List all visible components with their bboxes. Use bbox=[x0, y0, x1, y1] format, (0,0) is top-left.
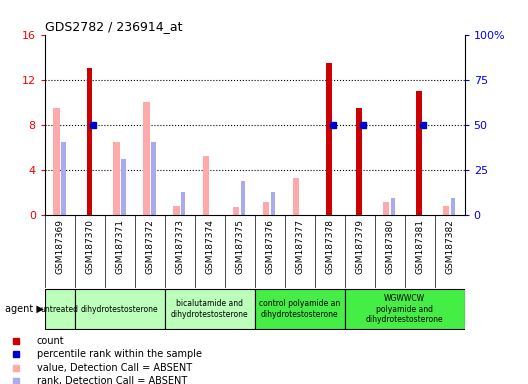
Bar bbox=[241, 181, 246, 215]
Bar bbox=[451, 198, 455, 215]
Text: GSM187380: GSM187380 bbox=[385, 219, 394, 274]
Bar bbox=[203, 156, 210, 215]
Text: GDS2782 / 236914_at: GDS2782 / 236914_at bbox=[45, 20, 182, 33]
Text: value, Detection Call = ABSENT: value, Detection Call = ABSENT bbox=[37, 363, 192, 373]
Text: rank, Detection Call = ABSENT: rank, Detection Call = ABSENT bbox=[37, 376, 187, 384]
Text: GSM187369: GSM187369 bbox=[55, 219, 64, 274]
Bar bbox=[165, 289, 254, 329]
Bar bbox=[345, 289, 465, 329]
Bar bbox=[75, 289, 165, 329]
Text: GSM187372: GSM187372 bbox=[145, 219, 154, 273]
Bar bbox=[181, 192, 185, 215]
Bar bbox=[443, 206, 449, 215]
Text: control polyamide an
dihydrotestosterone: control polyamide an dihydrotestosterone bbox=[259, 300, 341, 319]
Text: bicalutamide and
dihydrotestosterone: bicalutamide and dihydrotestosterone bbox=[171, 300, 249, 319]
Bar bbox=[152, 142, 156, 215]
Text: GSM187382: GSM187382 bbox=[445, 219, 454, 273]
Bar bbox=[53, 108, 60, 215]
Bar bbox=[121, 159, 126, 215]
Bar bbox=[173, 206, 180, 215]
Bar bbox=[87, 68, 92, 215]
Text: GSM187381: GSM187381 bbox=[415, 219, 424, 274]
Bar bbox=[61, 142, 65, 215]
Bar bbox=[293, 178, 299, 215]
Text: GSM187371: GSM187371 bbox=[115, 219, 124, 274]
Text: untreated: untreated bbox=[41, 305, 79, 314]
Bar bbox=[233, 207, 240, 215]
Text: GSM187378: GSM187378 bbox=[325, 219, 334, 274]
Text: WGWWCW
polyamide and
dihydrotestosterone: WGWWCW polyamide and dihydrotestosterone bbox=[366, 294, 444, 324]
Bar bbox=[254, 289, 345, 329]
Text: dihydrotestosterone: dihydrotestosterone bbox=[81, 305, 158, 314]
Text: GSM187375: GSM187375 bbox=[235, 219, 244, 274]
Bar bbox=[143, 102, 149, 215]
Text: agent ▶: agent ▶ bbox=[5, 304, 44, 314]
Bar bbox=[356, 108, 362, 215]
Text: GSM187379: GSM187379 bbox=[355, 219, 364, 274]
Text: GSM187370: GSM187370 bbox=[86, 219, 95, 274]
Text: GSM187377: GSM187377 bbox=[295, 219, 304, 274]
Bar bbox=[391, 198, 395, 215]
Bar bbox=[113, 142, 119, 215]
Bar bbox=[383, 202, 389, 215]
Bar bbox=[326, 63, 332, 215]
Text: GSM187374: GSM187374 bbox=[205, 219, 214, 273]
Text: count: count bbox=[37, 336, 64, 346]
Text: GSM187376: GSM187376 bbox=[265, 219, 274, 274]
Text: percentile rank within the sample: percentile rank within the sample bbox=[37, 349, 202, 359]
Bar bbox=[263, 202, 269, 215]
Text: GSM187373: GSM187373 bbox=[175, 219, 184, 274]
Bar bbox=[417, 91, 422, 215]
Bar bbox=[271, 192, 276, 215]
Bar bbox=[45, 289, 75, 329]
